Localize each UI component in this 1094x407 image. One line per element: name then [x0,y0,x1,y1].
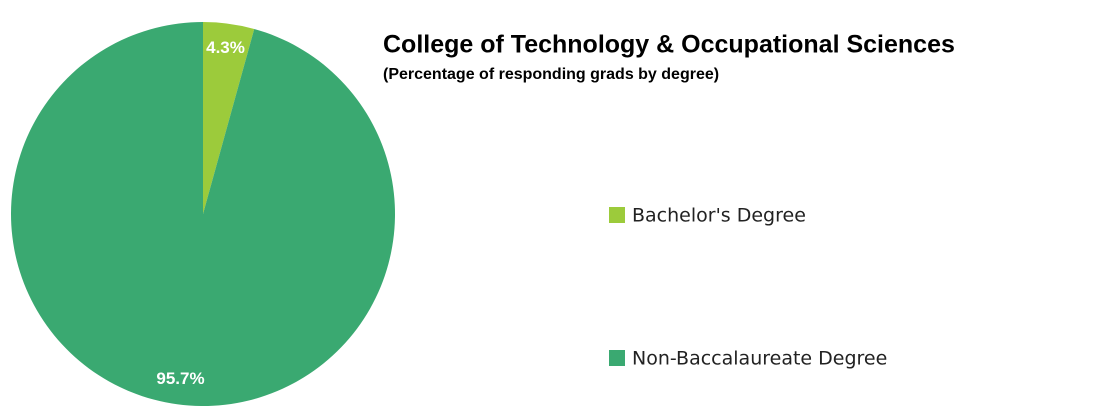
chart-subtitle: (Percentage of responding grads by degre… [383,66,719,83]
pie-slice [11,22,396,407]
legend-label: Non-Baccalaureate Degree [632,348,887,370]
value-label: 4.3% [206,38,245,57]
pie-slice [203,22,255,214]
legend-label: Bachelor's Degree [632,205,806,227]
legend-swatch [609,207,625,223]
chart-title: College of Technology & Occupational Sci… [383,31,955,59]
legend-swatch [609,350,625,366]
value-label: 95.7% [156,369,204,388]
